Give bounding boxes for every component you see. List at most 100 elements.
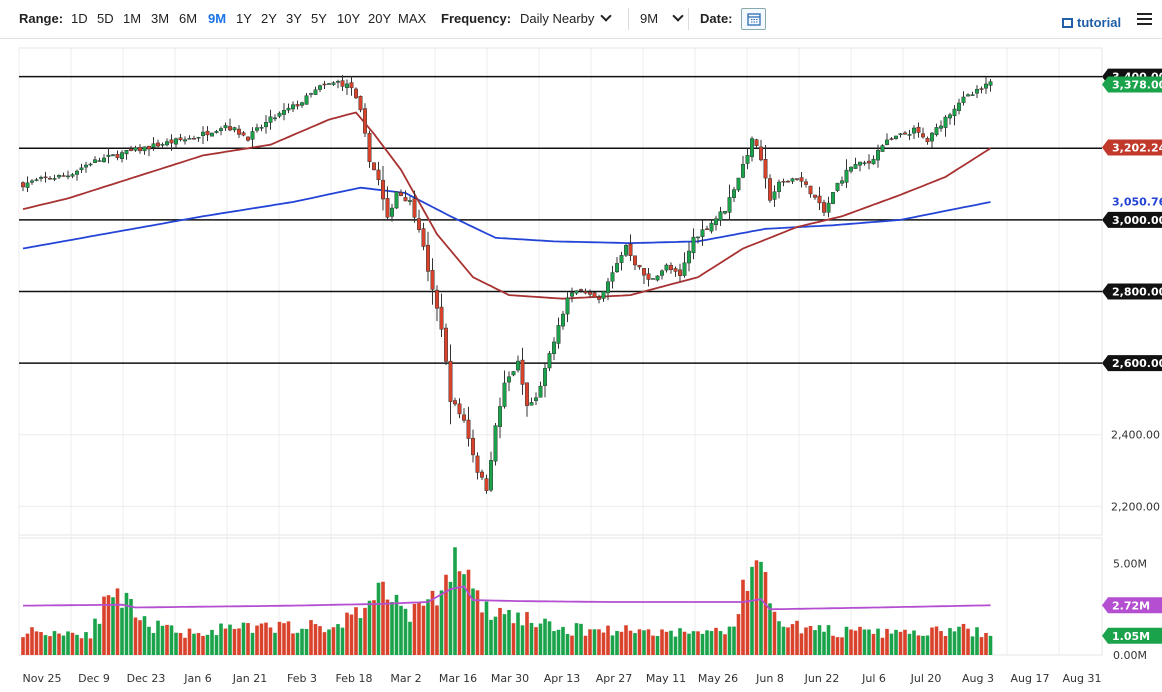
candle-body (349, 82, 354, 89)
range-button-6m[interactable]: 6M (179, 11, 198, 26)
volume-bar (426, 599, 430, 655)
candle-body (637, 264, 642, 268)
volume-bar (435, 605, 439, 655)
candle-body (57, 174, 61, 178)
volume-bar (619, 631, 624, 655)
candle-body (844, 169, 849, 183)
range-label: Range: (19, 11, 64, 26)
volume-bar (520, 625, 525, 655)
volume-bar (313, 624, 318, 655)
volume-bar (844, 626, 849, 655)
x-tick-label: Apr 13 (544, 672, 581, 685)
volume-bar (97, 623, 102, 655)
candle-body (876, 149, 880, 161)
volume-bar (561, 626, 565, 655)
tutorial-label: tutorial (1077, 15, 1122, 30)
ma50-line (22, 111, 991, 300)
price-badge-last: 3,378.00 (1102, 76, 1162, 93)
price-badge-ma200-label: 3,050.76 (1112, 196, 1162, 209)
candle-body (916, 126, 921, 133)
volume-bar (714, 627, 718, 655)
tutorial-link[interactable]: tutorial (1062, 15, 1121, 30)
volume-bar (583, 635, 588, 655)
hamburger-menu-icon[interactable] (1137, 13, 1152, 26)
price-badge-level: 3,000.00 (1102, 211, 1162, 228)
candle-body (219, 128, 223, 132)
candle-body (700, 229, 705, 237)
calendar-icon (747, 13, 761, 26)
range-button-10y[interactable]: 10Y (337, 11, 361, 26)
candle-body (543, 367, 547, 386)
range-button-1m[interactable]: 1M (123, 11, 142, 26)
candle-body (633, 255, 637, 266)
volume-bar (907, 633, 912, 655)
volume-bar (241, 622, 246, 655)
range-button-max[interactable]: MAX (398, 11, 427, 26)
candle-body (354, 88, 358, 99)
candle-body (534, 397, 538, 401)
volume-bar (403, 608, 408, 655)
candle-body (160, 144, 165, 146)
volume-bar (588, 629, 592, 655)
calendar-button[interactable] (741, 8, 766, 30)
candle-body (268, 116, 273, 123)
volume-bar (903, 629, 907, 655)
candle-body (579, 289, 583, 291)
candle-body (862, 162, 867, 165)
range-button-2y[interactable]: 2Y (261, 11, 277, 26)
candle-body (786, 180, 790, 183)
volume-bar (898, 631, 903, 655)
candle-body (304, 95, 309, 105)
range-button-1d[interactable]: 1D (71, 11, 88, 26)
volume-bar (448, 581, 453, 655)
range-button-5y[interactable]: 5Y (311, 11, 327, 26)
volume-bar (142, 616, 147, 655)
volume-bar (250, 632, 255, 655)
frequency-dropdown[interactable]: Daily Nearby (520, 10, 613, 26)
candle-body (408, 200, 412, 202)
range-button-3m[interactable]: 3M (151, 11, 170, 26)
candle-body (952, 108, 957, 116)
volume-bar (750, 566, 754, 655)
volume-bar (201, 635, 205, 655)
candle-body (174, 138, 178, 145)
range-button-3y[interactable]: 3Y (286, 11, 302, 26)
volume-badge-avg-shape (1102, 597, 1162, 614)
volume-bar (705, 630, 709, 655)
volume-bar (700, 633, 705, 655)
volume-bar (363, 607, 367, 655)
candle-body (313, 89, 318, 95)
candle-body (691, 236, 696, 254)
range-button-1y[interactable]: 1Y (236, 11, 252, 26)
candle-body (201, 131, 205, 137)
volume-bar (57, 633, 61, 655)
volume-bar (763, 572, 768, 655)
volume-bar (129, 599, 133, 655)
candle-body (21, 182, 25, 188)
volume-bar (889, 633, 894, 655)
range-button-5d[interactable]: 5D (97, 11, 114, 26)
volume-bar (228, 624, 232, 655)
candle-body (277, 112, 282, 117)
range-button-9m[interactable]: 9M (208, 11, 227, 26)
volume-bar (610, 635, 615, 655)
candle-body (133, 147, 138, 151)
candle-body (376, 169, 381, 181)
candle-body (448, 360, 453, 402)
candle-body (597, 296, 601, 300)
volume-bar (655, 636, 660, 655)
candle-body (106, 154, 111, 157)
volume-bar (165, 624, 169, 655)
candle-body (372, 162, 376, 171)
range-button-20y[interactable]: 20Y (368, 11, 392, 26)
candle-body (84, 164, 88, 168)
period-dropdown[interactable]: 9M (640, 10, 684, 26)
candle-body (435, 289, 439, 309)
volume-bar (858, 626, 862, 655)
candle-body (898, 133, 903, 135)
candle-body (381, 179, 385, 200)
candle-body (43, 176, 48, 179)
volume-bar (336, 624, 340, 655)
candle-body (223, 125, 228, 129)
